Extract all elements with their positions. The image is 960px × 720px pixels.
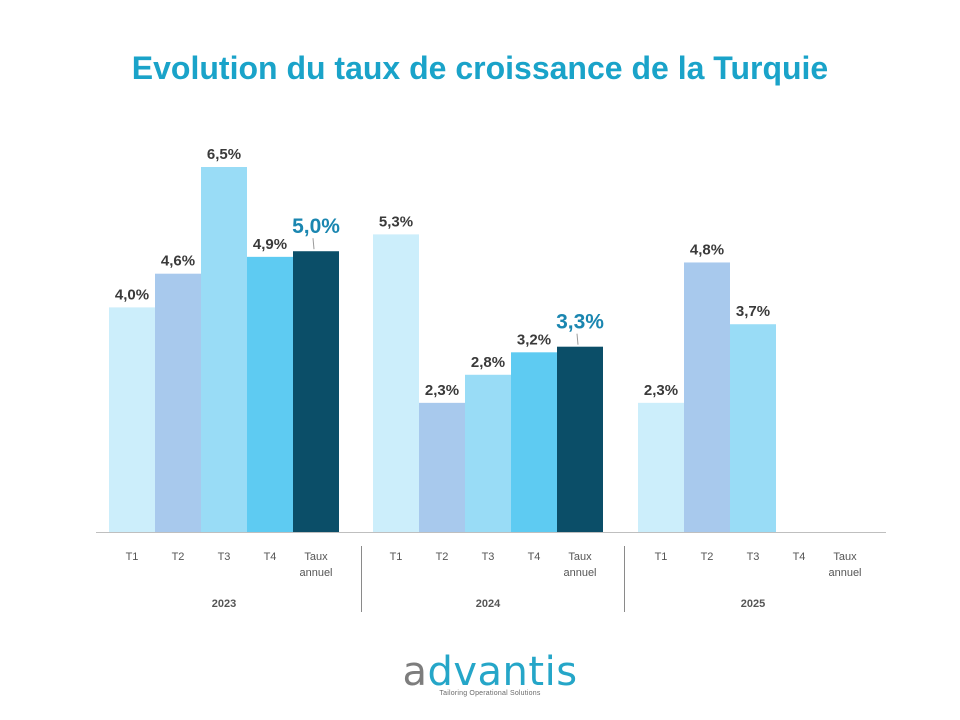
tick-label-2023-t3: T3 (218, 551, 231, 563)
bar-2023-t2 (155, 273, 201, 532)
bar-2025-t2 (684, 262, 730, 532)
bar-2025-t3 (730, 324, 776, 532)
tick-label-2023-taux-annuel-line2: annuel (299, 567, 332, 579)
value-label-2024-t4: 3,2% (517, 331, 551, 348)
bar-2024-taux-annuel (557, 346, 603, 532)
bar-2024-t1 (373, 234, 419, 532)
annual-leader-line-2024 (576, 333, 579, 345)
logo-wordmark: advantis (390, 650, 590, 694)
bar-2023-t1 (109, 307, 155, 532)
tick-label-2025-t2: T2 (701, 551, 714, 563)
bar-2023-t4 (247, 256, 293, 532)
bar-2023-taux-annuel (293, 251, 339, 532)
value-label-2023-t2: 4,6% (161, 253, 195, 270)
tick-label-2025-t3: T3 (747, 551, 760, 563)
tick-label-2023-t2: T2 (172, 551, 185, 563)
tick-label-2024-taux-annuel-line1: Taux (568, 551, 592, 563)
tick-label-2025-taux-annuel-line1: Taux (833, 551, 857, 563)
tick-label-2023-t1: T1 (126, 551, 139, 563)
advantis-logo: advantis Tailoring Operational Solutions (390, 650, 590, 697)
tick-label-2025-t4: T4 (793, 551, 806, 563)
bar-2024-t2 (419, 402, 465, 532)
bar-2025-t1 (638, 402, 684, 532)
value-label-2025-t2: 4,8% (690, 241, 724, 258)
tick-label-2024-t1: T1 (390, 551, 403, 563)
bar-2024-t3 (465, 374, 511, 532)
value-label-2023-t3: 6,5% (207, 146, 241, 163)
logo-first-letter: a (402, 649, 428, 695)
value-label-2024-t1: 5,3% (379, 213, 413, 230)
bar-2024-t4 (511, 352, 557, 532)
year-label-2025: 2025 (741, 598, 765, 610)
tick-label-2024-t4: T4 (528, 551, 541, 563)
value-label-2025-t1: 2,3% (644, 382, 678, 399)
annual-leader-line-2023 (312, 238, 315, 250)
year-label-2023: 2023 (212, 598, 236, 610)
value-label-2024-t2: 2,3% (425, 382, 459, 399)
tick-label-2024-taux-annuel-line2: annuel (563, 567, 596, 579)
tick-label-2023-t4: T4 (264, 551, 277, 563)
tick-label-2025-taux-annuel-line2: annuel (828, 567, 861, 579)
year-label-2024: 2024 (476, 598, 501, 610)
chart-title: Evolution du taux de croissance de la Tu… (131, 50, 829, 86)
tick-label-2023-taux-annuel-line1: Taux (304, 551, 328, 563)
logo-tagline: Tailoring Operational Solutions (439, 690, 541, 697)
value-label-2025-t3: 3,7% (736, 303, 770, 320)
tick-label-2025-t1: T1 (655, 551, 668, 563)
bar-2023-t3 (201, 167, 247, 532)
bar-chart: 4,0% T1 4,6% T2 6,5% T3 4,9% T4 5,0% Taux annuel 20… (96, 146, 886, 612)
logo-rest: dvantis (427, 649, 578, 695)
tick-label-2024-t3: T3 (482, 551, 495, 563)
value-label-annual-2024: 3,3% (556, 311, 604, 334)
value-label-annual-2023: 5,0% (292, 215, 340, 238)
value-label-2023-t4: 4,9% (253, 236, 287, 253)
value-label-2023-t1: 4,0% (115, 286, 149, 303)
value-label-2024-t3: 2,8% (471, 354, 505, 371)
tick-label-2024-t2: T2 (436, 551, 449, 563)
